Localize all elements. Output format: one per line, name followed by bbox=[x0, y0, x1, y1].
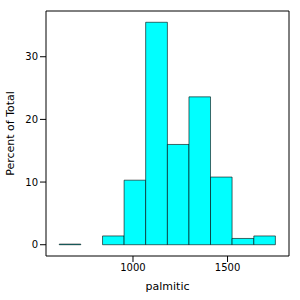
svg-text:20: 20 bbox=[25, 114, 38, 125]
svg-text:1000: 1000 bbox=[120, 262, 145, 273]
svg-text:Percent of Total: Percent of Total bbox=[8, 91, 17, 176]
svg-text:0: 0 bbox=[32, 239, 38, 250]
svg-text:10: 10 bbox=[25, 177, 38, 188]
svg-text:1500: 1500 bbox=[215, 262, 240, 273]
svg-text:palmitic: palmitic bbox=[146, 280, 190, 293]
svg-text:30: 30 bbox=[25, 51, 38, 62]
